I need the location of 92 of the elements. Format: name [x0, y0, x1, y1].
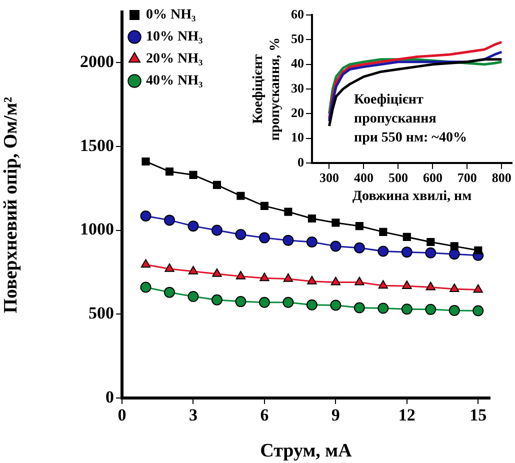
point — [236, 270, 246, 280]
point — [379, 228, 388, 236]
x-tick-label: 12 — [398, 406, 416, 425]
point — [308, 214, 316, 223]
point — [235, 228, 246, 240]
y-tick-label: 20 — [291, 105, 304, 120]
point — [260, 272, 270, 282]
point — [140, 282, 152, 293]
point — [401, 246, 412, 258]
point — [472, 305, 484, 316]
point — [140, 259, 151, 268]
point — [284, 208, 292, 216]
y-tick-label: 2000 — [80, 52, 114, 71]
y-tick-label: 40 — [291, 56, 304, 71]
y-tick-label: 60 — [291, 6, 304, 22]
point — [306, 236, 318, 248]
legend-label: 10% NH₃ — [146, 30, 203, 45]
y-tick-label: 1500 — [80, 136, 114, 155]
x-tick-label: 800 — [492, 170, 512, 186]
x-tick-label: 15 — [470, 406, 487, 425]
point — [448, 248, 460, 260]
point — [142, 157, 150, 166]
point — [354, 302, 365, 314]
legend-label: 0% NH₃ — [146, 8, 196, 23]
point — [164, 286, 175, 298]
point — [473, 284, 483, 293]
x-tick-label: 500 — [388, 170, 408, 186]
point — [330, 300, 342, 311]
point — [425, 304, 436, 315]
x-axis-title: Довжина хвилі, нм — [352, 189, 472, 204]
point — [188, 266, 198, 274]
point — [450, 283, 460, 292]
x-tick-label: 3 — [188, 406, 198, 425]
point — [235, 296, 246, 308]
y-axis-title: Поверхневий опір, Ом/м² — [0, 96, 22, 314]
x-tick-label: 600 — [422, 170, 442, 186]
annotation: Коефіцієнт пропускання при 550 нм: ~40% — [354, 92, 467, 146]
y-tick-label: 0 — [298, 154, 304, 170]
point — [282, 296, 294, 308]
point — [354, 276, 364, 286]
point — [426, 238, 435, 246]
x-tick-label: 0 — [118, 406, 126, 425]
y-tick-label: 500 — [88, 304, 114, 323]
point — [211, 294, 222, 306]
point — [330, 240, 342, 252]
x-tick-label: 300 — [319, 170, 339, 186]
legend-label: 40% NH₃ — [146, 74, 203, 89]
x-tick-label: 400 — [354, 170, 374, 186]
x-axis-title: Струм, мА — [260, 440, 352, 462]
point — [165, 168, 174, 176]
point — [378, 302, 389, 314]
point — [258, 232, 270, 244]
point — [448, 304, 460, 316]
x-tick-label: 700 — [457, 170, 477, 186]
x-tick-label: 9 — [331, 406, 340, 425]
point — [402, 232, 411, 242]
point — [211, 224, 222, 236]
point — [212, 268, 222, 277]
point — [283, 273, 294, 282]
point — [164, 263, 174, 272]
point — [140, 210, 152, 222]
point — [236, 192, 245, 200]
point — [426, 282, 436, 290]
point — [307, 276, 317, 284]
y-tick-label: 50 — [291, 31, 304, 46]
point — [425, 247, 436, 258]
point — [355, 222, 364, 230]
point — [378, 280, 388, 289]
point — [212, 180, 222, 190]
y-tick-label: 10 — [291, 130, 304, 145]
point — [330, 276, 341, 286]
y-tick-label: 0 — [106, 387, 114, 406]
point — [188, 291, 199, 302]
y-tick-label: 30 — [291, 80, 304, 96]
y-axis-title: Коефіцієнт пропускання, % — [251, 37, 283, 141]
point — [354, 242, 365, 254]
point — [189, 170, 198, 179]
point — [402, 280, 412, 289]
point — [260, 202, 268, 210]
point — [401, 304, 412, 315]
point — [306, 299, 318, 310]
point — [474, 246, 482, 254]
y-tick-label: 1000 — [80, 220, 114, 239]
point — [378, 246, 389, 257]
legend-label: 20% NH₃ — [146, 52, 203, 67]
point — [332, 218, 340, 227]
point — [258, 296, 270, 308]
point — [188, 220, 199, 232]
point — [164, 214, 175, 226]
x-tick-label: 6 — [260, 406, 269, 425]
point — [450, 242, 458, 250]
point — [282, 234, 294, 246]
